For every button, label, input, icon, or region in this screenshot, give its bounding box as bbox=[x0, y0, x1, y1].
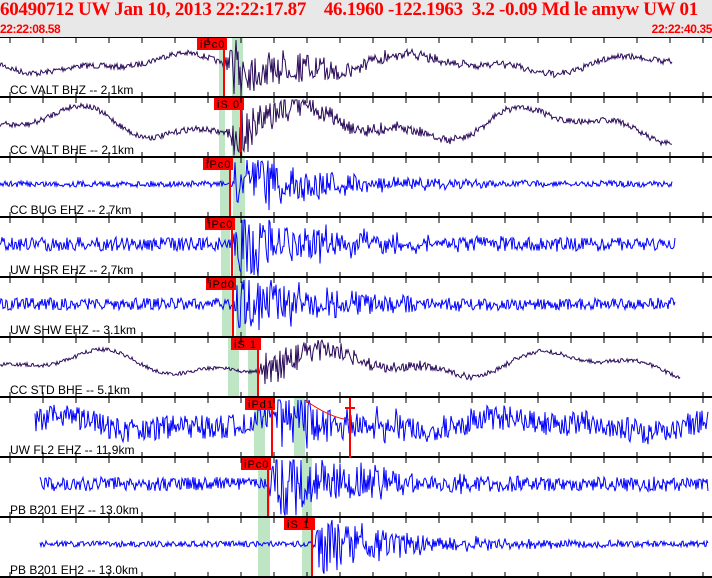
pick-label: iPc0 bbox=[208, 219, 233, 231]
station-label: CC VALT BHE -- 2.1km bbox=[10, 143, 134, 157]
pick-window[interactable] bbox=[222, 278, 232, 338]
waveform-trace bbox=[0, 279, 676, 331]
event-header: 60490712 UW Jan 10, 2013 22:22:17.87 46.… bbox=[0, 0, 712, 37]
pick-label: iS 1 bbox=[287, 519, 310, 531]
station-label: PB B201 EH2 -- 13.0km bbox=[10, 563, 138, 577]
pick-window[interactable] bbox=[221, 218, 230, 278]
start-time: 22:22:08.58 bbox=[0, 22, 61, 36]
channel-panel[interactable]: iS 1 CC STD BHE -- 5.1km bbox=[0, 336, 712, 398]
pick-label-box[interactable] bbox=[241, 458, 271, 470]
station-label: PB B201 EHZ -- 13.0km bbox=[10, 503, 139, 517]
pick-window[interactable] bbox=[228, 338, 239, 398]
waveform-trace bbox=[0, 39, 673, 95]
pick-window[interactable] bbox=[258, 518, 270, 578]
waveform-trace bbox=[34, 399, 709, 449]
station-label: CC VALT BHZ -- 2.1km bbox=[10, 83, 133, 97]
pick-label: iPc0 bbox=[206, 159, 231, 171]
waveform-trace bbox=[0, 219, 676, 277]
channel-panel[interactable]: iPc0 UW HSR EHZ -- 2.7km bbox=[0, 216, 712, 278]
pick-label: iPd0 bbox=[209, 279, 235, 291]
pick-label: iPd1 bbox=[248, 399, 274, 411]
pick-label-box[interactable] bbox=[245, 398, 275, 410]
coda-decay-curve bbox=[304, 399, 351, 421]
pick-window[interactable] bbox=[254, 398, 265, 458]
pick-label-box[interactable] bbox=[205, 218, 235, 230]
pick-window[interactable] bbox=[234, 218, 245, 278]
pick-window[interactable] bbox=[248, 338, 258, 398]
channel-panel[interactable]: iPc0 PB B201 EHZ -- 13.0km bbox=[0, 456, 712, 518]
channel-panel[interactable]: iPc0 CC VALT BHZ -- 2.1km bbox=[0, 37, 712, 98]
waveform-trace bbox=[39, 459, 709, 516]
pick-label: iS 0 bbox=[217, 99, 240, 111]
channel-panel[interactable]: iPd0 UW SHW EHZ -- 3.1km bbox=[0, 276, 712, 338]
pick-label-box[interactable] bbox=[203, 158, 233, 170]
channel-panel[interactable]: iPc0 CC BUG EHZ -- 2.7km bbox=[0, 156, 712, 218]
waveform-trace bbox=[39, 519, 709, 574]
pick-window[interactable] bbox=[219, 98, 225, 158]
pick-window[interactable] bbox=[219, 38, 225, 98]
station-label: UW FL2 EHZ -- 11.9km bbox=[10, 443, 134, 457]
pick-window[interactable] bbox=[302, 518, 312, 578]
waveform-trace bbox=[0, 339, 681, 385]
pick-label-box[interactable] bbox=[197, 38, 227, 50]
pick-label-box[interactable] bbox=[206, 278, 236, 290]
station-label: UW HSR EHZ -- 2.7km bbox=[10, 263, 133, 277]
pick-label: iS 1 bbox=[234, 339, 257, 351]
pick-window[interactable] bbox=[232, 38, 243, 98]
station-label: UW SHW EHZ -- 3.1km bbox=[10, 323, 136, 337]
seismogram-panels[interactable]: iPc0 CC VALT BHZ -- 2.1km iS 0 CC VALT BHE … bbox=[0, 37, 712, 578]
waveform-trace bbox=[0, 159, 673, 211]
pick-label: iPc0 bbox=[244, 459, 269, 471]
channel-panel[interactable]: iS 0 CC VALT BHE -- 2.1km bbox=[0, 96, 712, 158]
event-title: 60490712 UW Jan 10, 2013 22:22:17.87 46.… bbox=[0, 0, 712, 20]
pick-label-box[interactable] bbox=[214, 98, 244, 110]
station-label: CC BUG EHZ -- 2.7km bbox=[10, 203, 131, 217]
pick-label: iPc0 bbox=[200, 39, 225, 51]
pick-window[interactable] bbox=[232, 98, 243, 158]
channel-panel[interactable]: iPd1 UW FL2 EHZ -- 11.9km bbox=[0, 396, 712, 458]
end-time: 22:22:40.35 bbox=[651, 22, 712, 36]
station-label: CC STD BHE -- 5.1km bbox=[10, 383, 130, 397]
waveform-trace bbox=[0, 98, 673, 156]
channel-panel[interactable]: iS 1 PB B201 EH2 -- 13.0km bbox=[0, 516, 712, 578]
pick-label-box[interactable] bbox=[231, 338, 261, 350]
pick-window[interactable] bbox=[220, 158, 230, 218]
